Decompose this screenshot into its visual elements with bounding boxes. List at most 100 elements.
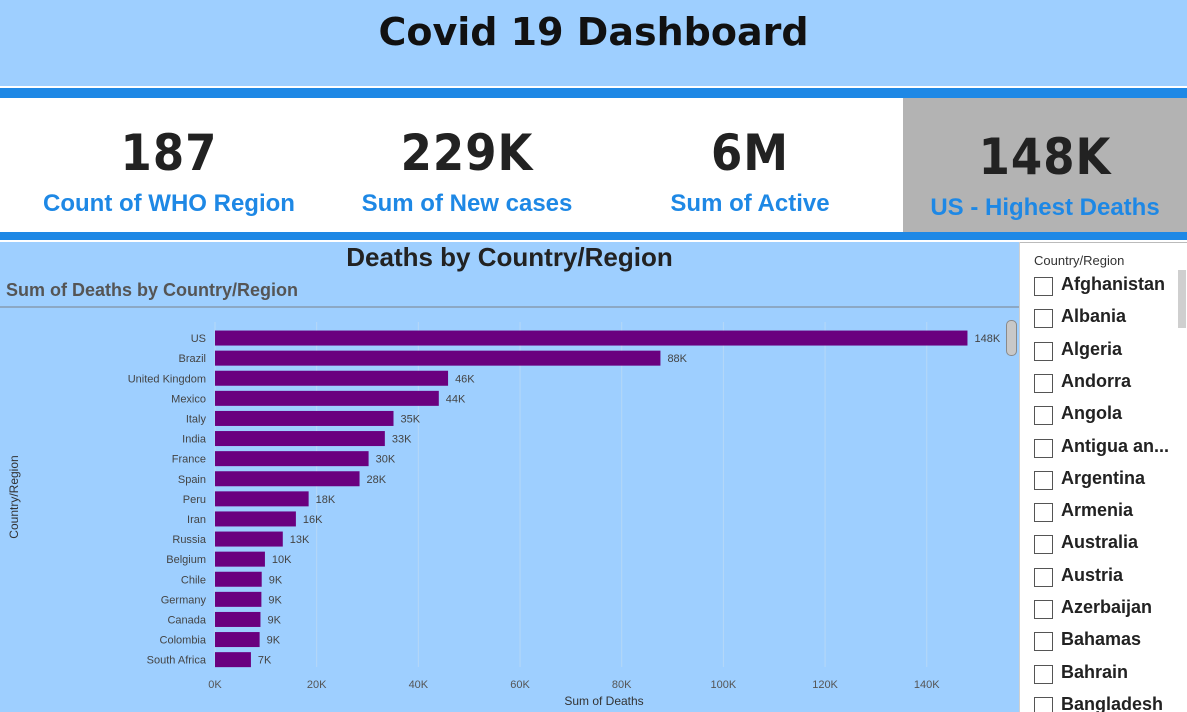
bar[interactable] — [215, 611, 261, 627]
bar[interactable] — [215, 431, 385, 447]
slicer-checkbox[interactable] — [1034, 277, 1053, 296]
slicer-item-label: Bahrain — [1061, 661, 1129, 682]
bar[interactable] — [215, 551, 265, 567]
bar[interactable] — [215, 511, 296, 527]
category-label: Brazil — [178, 353, 206, 365]
slicer-checkbox[interactable] — [1034, 309, 1053, 329]
slicer-item-label: Bahamas — [1061, 629, 1142, 650]
data-label: 13K — [290, 534, 310, 546]
slicer-checkbox[interactable] — [1034, 600, 1053, 619]
x-tick-label: 60K — [510, 679, 530, 691]
slicer-item[interactable]: Azerbaijan — [1034, 597, 1184, 629]
slicer-checkbox[interactable] — [1034, 373, 1053, 393]
slicer-checkbox[interactable] — [1034, 406, 1053, 426]
slicer-item[interactable]: Australia — [1034, 532, 1184, 564]
bar[interactable] — [215, 591, 262, 607]
slicer-item-label: Armenia — [1061, 500, 1134, 521]
slicer-checkbox[interactable] — [1034, 341, 1053, 361]
slicer-checkbox[interactable] — [1034, 664, 1053, 684]
bar[interactable] — [215, 451, 369, 467]
category-label: Chile — [181, 574, 206, 586]
bar[interactable] — [215, 652, 251, 668]
category-label: Spain — [178, 474, 206, 486]
slicer-checkbox[interactable] — [1034, 535, 1053, 555]
category-label: Canada — [167, 614, 206, 626]
slicer-checkbox[interactable] — [1034, 696, 1053, 712]
bar[interactable] — [215, 632, 260, 648]
kpi-row: 187 Count of WHO Region 229K Sum of New … — [0, 98, 1187, 232]
bar[interactable] — [215, 370, 449, 386]
category-label: Colombia — [160, 635, 207, 647]
data-label: 16K — [303, 514, 323, 526]
slicer-item-label: Australia — [1061, 532, 1139, 553]
kpi-label: US - Highest Deaths — [930, 194, 1160, 221]
dashboard-title: Covid 19 Dashboard — [378, 10, 809, 54]
chart-subtitle: Sum of Deaths by Country/Region — [6, 280, 299, 300]
slicer-scrollbar[interactable] — [1178, 270, 1186, 328]
bar[interactable] — [215, 390, 439, 406]
slicer-item[interactable]: Algeria — [1034, 339, 1184, 371]
country-slicer: Country/Region Afghanistan Albania Algeria… — [1019, 242, 1187, 712]
slicer-checkbox[interactable] — [1034, 567, 1053, 587]
kpi-value: 229K — [400, 124, 534, 182]
slicer-item-label: Algeria — [1061, 338, 1123, 359]
chart-panel: 0K 20K 40K 60K 80K 100K 120K 140K US 148K Brazil 88… — [0, 242, 1019, 712]
deaths-bar-chart: 0K 20K 40K 60K 80K 100K 120K 140K US 148K Brazil 88… — [7, 322, 1001, 708]
slicer-checkbox[interactable] — [1034, 470, 1053, 490]
category-label: Belgium — [166, 554, 206, 566]
category-label: India — [182, 434, 207, 446]
chart-header-divider — [0, 306, 1019, 308]
data-label: 9K — [267, 635, 281, 647]
slicer-checkbox[interactable] — [1034, 632, 1053, 652]
slicer-item-label: Austria — [1061, 564, 1124, 585]
slicer-item-label: Argentina — [1061, 467, 1146, 488]
slicer-item[interactable]: Austria — [1034, 565, 1184, 597]
x-axis-title: Sum of Deaths — [564, 694, 643, 708]
data-label: 88K — [667, 353, 687, 365]
bar[interactable] — [215, 491, 309, 507]
data-label: 28K — [367, 474, 387, 486]
slicer-item[interactable]: Bahrain — [1034, 662, 1184, 694]
slicer-checkbox[interactable] — [1034, 438, 1053, 458]
data-label: 33K — [392, 434, 412, 446]
slicer-item[interactable]: Antigua an... — [1034, 436, 1184, 468]
kpi-label: Sum of Active — [670, 190, 830, 217]
data-label: 30K — [376, 454, 396, 466]
slicer-top-border — [1020, 242, 1187, 248]
bar[interactable] — [215, 571, 262, 587]
header-divider — [0, 88, 1187, 98]
category-label: France — [172, 454, 206, 466]
bar[interactable] — [215, 531, 283, 547]
slicer-item[interactable]: Argentina — [1034, 468, 1184, 500]
slicer-item[interactable]: Angola — [1034, 403, 1184, 435]
x-tick-label: 80K — [612, 679, 632, 691]
data-label: 7K — [258, 655, 272, 667]
kpi-card-highest-deaths[interactable]: 148K US - Highest Deaths — [903, 98, 1187, 232]
slicer-item-label: Andorra — [1061, 370, 1132, 391]
kpi-card-who-region[interactable]: 187 Count of WHO Region — [0, 98, 338, 232]
slicer-item[interactable]: Albania — [1034, 306, 1184, 338]
slicer-item[interactable]: Armenia — [1034, 500, 1184, 532]
slicer-item[interactable]: Afghanistan — [1034, 274, 1184, 306]
kpi-card-active[interactable]: 6M Sum of Active — [600, 98, 900, 232]
bar[interactable] — [215, 330, 968, 346]
slicer-title: Country/Region — [1034, 253, 1125, 268]
slicer-item[interactable]: Andorra — [1034, 371, 1184, 403]
slicer-item-label: Albania — [1061, 306, 1127, 327]
bar[interactable] — [215, 410, 394, 426]
category-label: US — [191, 333, 206, 345]
data-label: 46K — [455, 373, 475, 385]
slicer-item[interactable]: Bangladesh — [1034, 694, 1184, 712]
slicer-item[interactable]: Bahamas — [1034, 629, 1184, 661]
data-label: 44K — [446, 393, 466, 405]
slicer-item-label: Afghanistan — [1061, 274, 1166, 294]
kpi-card-new-cases[interactable]: 229K Sum of New cases — [300, 98, 634, 232]
bar[interactable] — [215, 350, 661, 366]
chart-scrollbar[interactable] — [1006, 320, 1017, 356]
bar[interactable] — [215, 471, 360, 487]
data-label: 9K — [268, 594, 282, 606]
category-label: Italy — [186, 413, 207, 425]
category-label: Peru — [183, 494, 206, 506]
slicer-checkbox[interactable] — [1034, 503, 1053, 523]
dashboard-header: Covid 19 Dashboard — [0, 0, 1187, 86]
